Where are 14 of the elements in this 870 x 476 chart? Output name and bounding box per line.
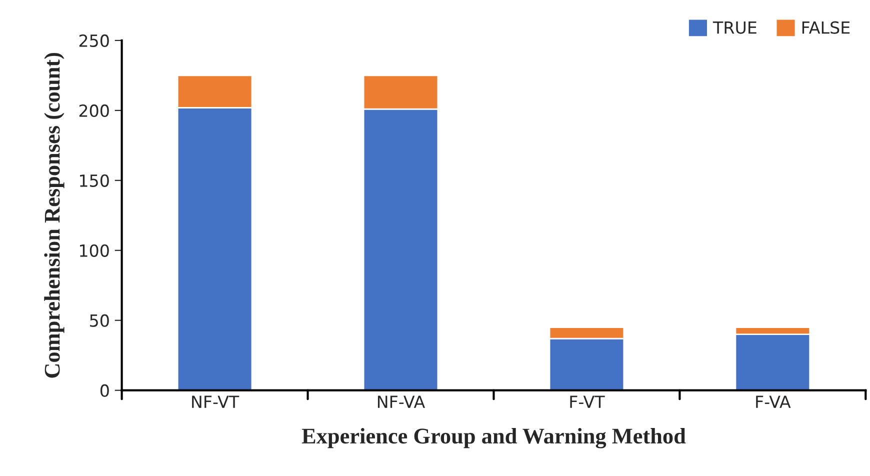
- y-tick-label: 100: [80, 244, 109, 257]
- y-tick-label: 200: [79, 104, 109, 117]
- legend-label: TRUE: [712, 21, 756, 34]
- legend-label: FALSE: [802, 21, 850, 34]
- y-axis-title: Comprehension Responses (count): [44, 52, 64, 378]
- y-tick-label: 150: [80, 174, 109, 187]
- x-tick-label: F-VT: [570, 396, 605, 408]
- y-tick-label: 50: [90, 314, 109, 327]
- x-tick-label: NF-VA: [378, 396, 426, 408]
- x-axis-title: Experience Group and Warning Method: [302, 428, 686, 448]
- y-tick-label: 250: [79, 34, 109, 48]
- y-tick-label: 0: [100, 384, 109, 397]
- x-tick-label: NF-VT: [192, 396, 240, 408]
- x-tick-label: F-VA: [756, 396, 791, 408]
